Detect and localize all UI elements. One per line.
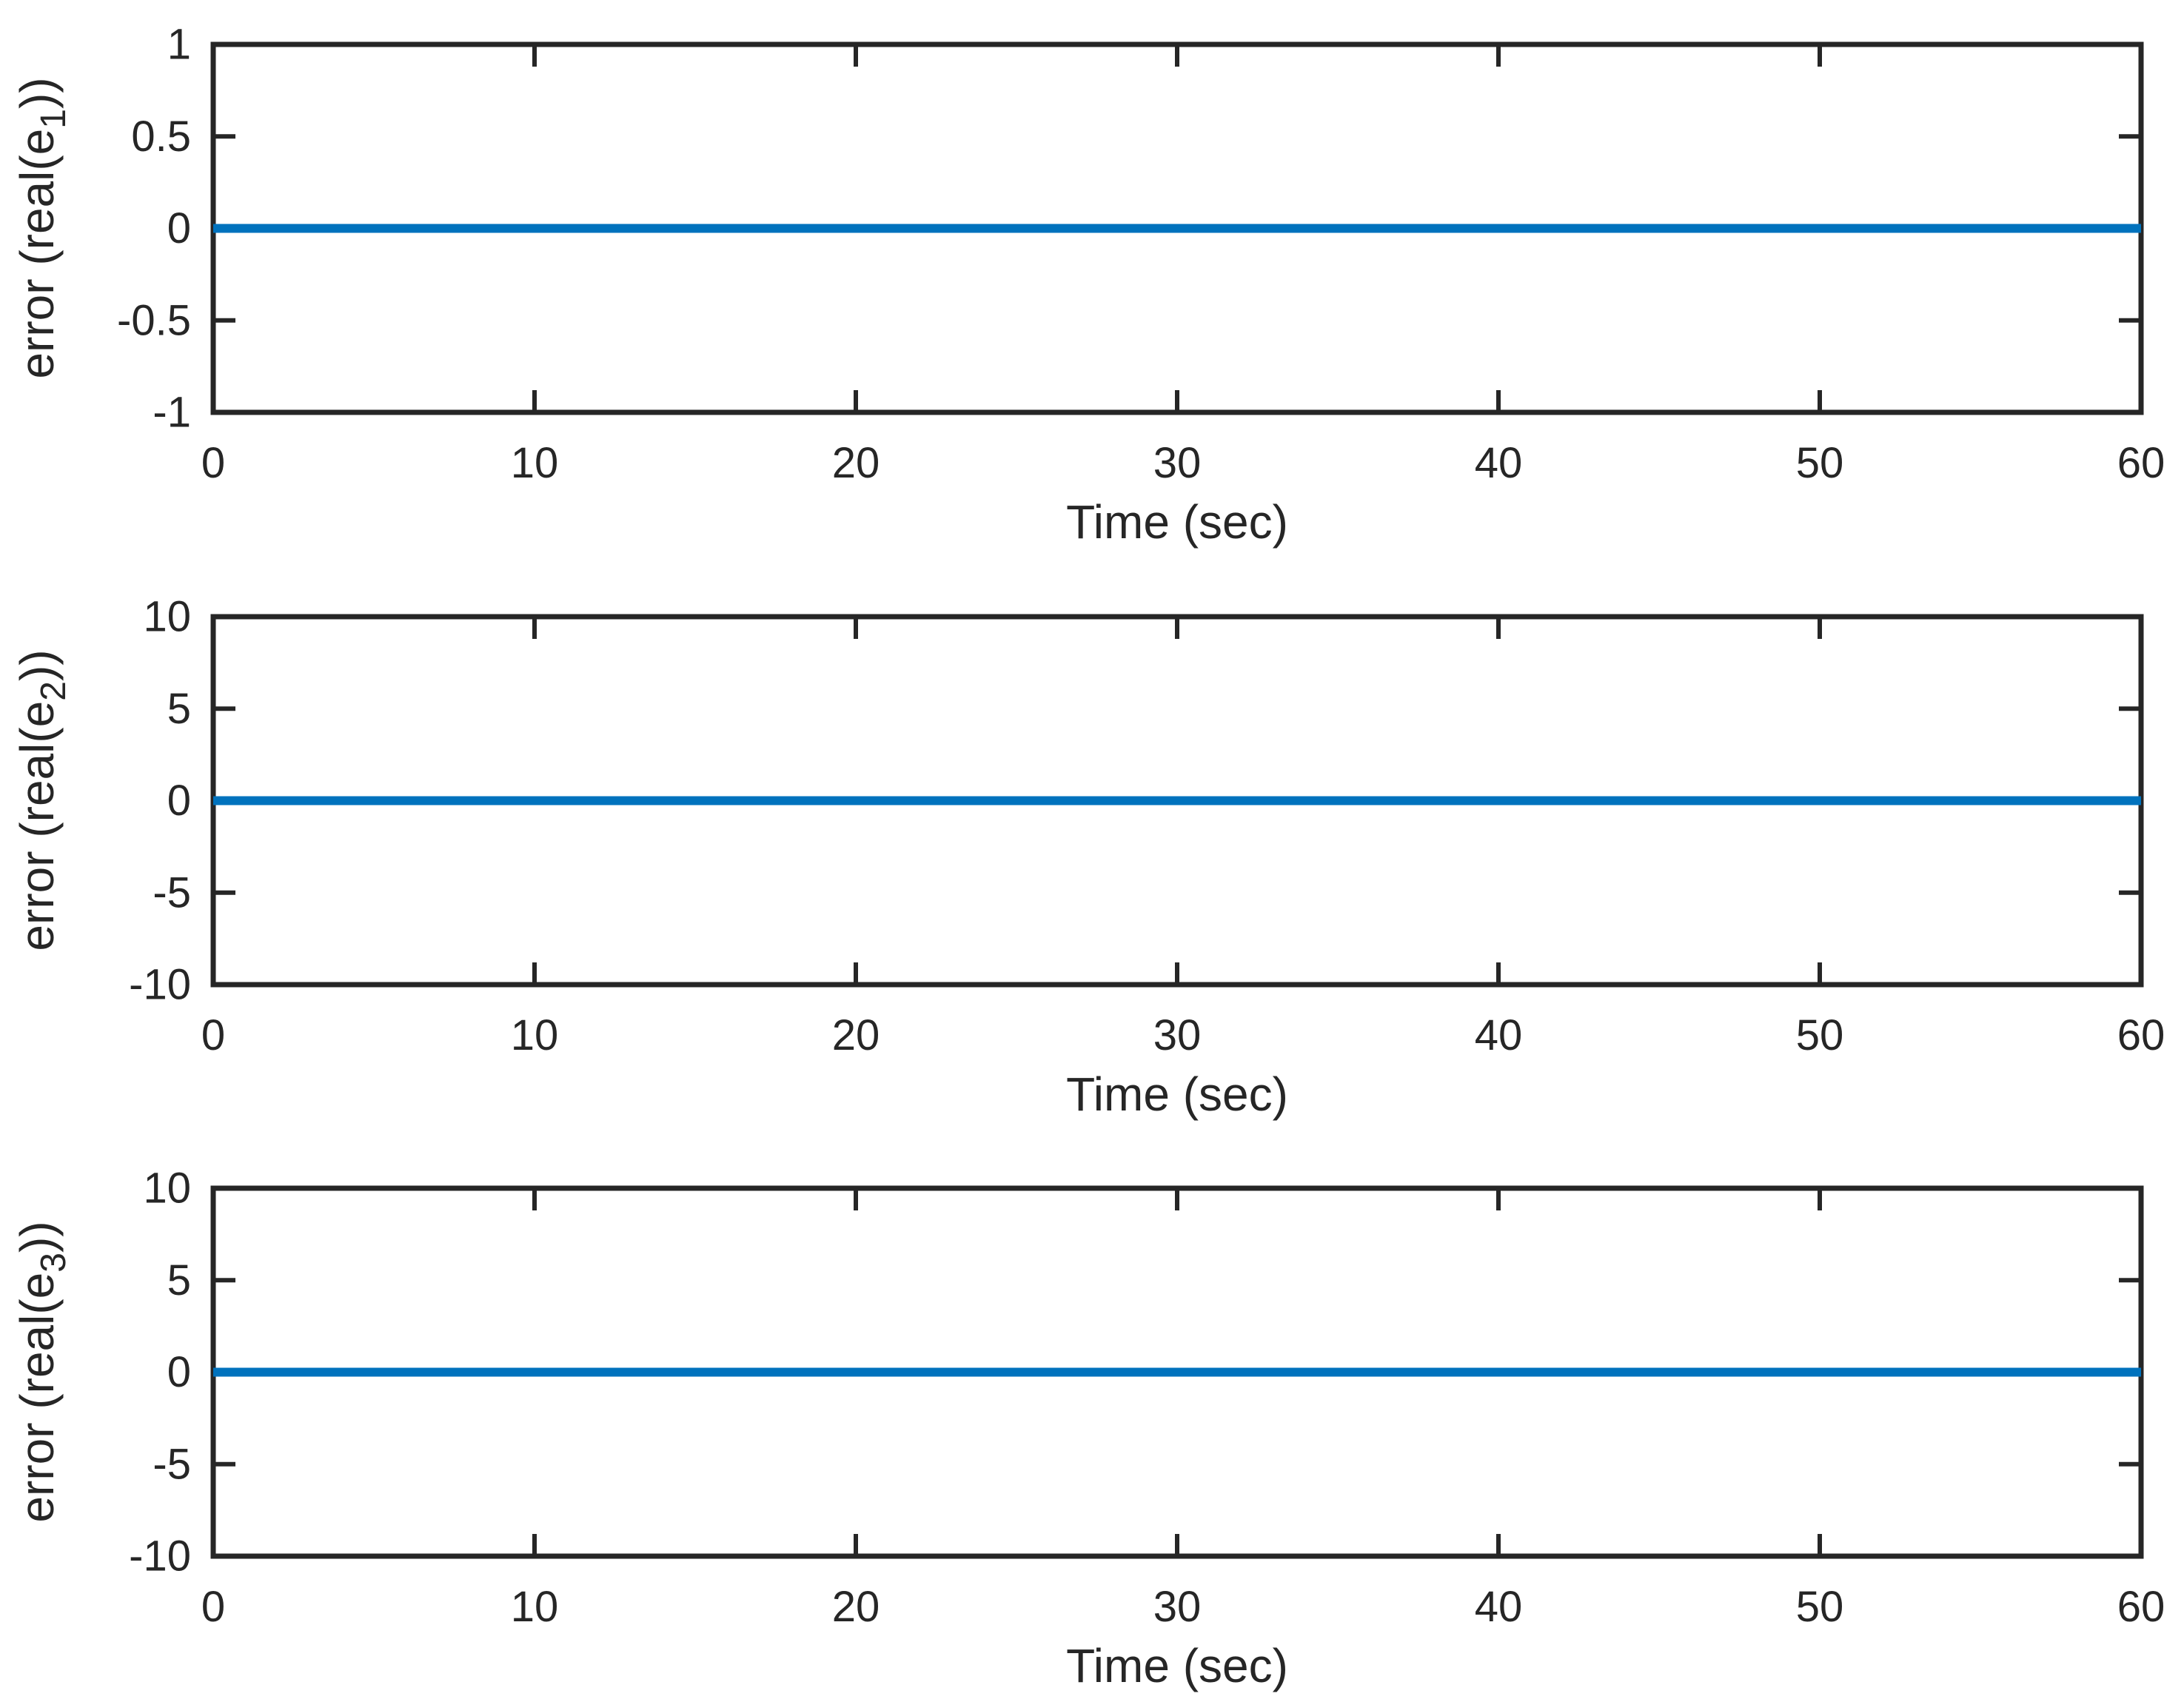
y-tick-label: -10 — [129, 961, 191, 1009]
axes-area-3: 0 10 20 30 40 50 60 -10 -5 0 5 10 — [129, 1165, 2165, 1632]
y-axis-label: error (real(e1)) — [10, 77, 73, 378]
x-tick-label: 30 — [1153, 1583, 1202, 1631]
axes-area-2: 0 10 20 30 40 50 60 -10 -5 0 5 10 — [129, 593, 2165, 1060]
x-tick-label: 10 — [511, 439, 559, 487]
x-axis-label: Time (sec) — [1066, 1068, 1288, 1121]
x-tick-label: 0 — [201, 439, 225, 487]
y-tick-label: 5 — [167, 1256, 191, 1304]
y-axis-label: error (real(e2)) — [10, 649, 73, 951]
x-tick-label: 60 — [2117, 439, 2165, 487]
y-tick-label: -5 — [153, 868, 191, 917]
y-axis-label: error (real(e3)) — [10, 1221, 73, 1522]
y-tick-label: -1 — [153, 389, 191, 437]
x-tick-label: 10 — [511, 1011, 559, 1059]
x-tick-label: 60 — [2117, 1583, 2165, 1631]
x-axis-label: Time (sec) — [1066, 495, 1288, 549]
y-tick-label: 10 — [143, 593, 191, 641]
x-tick-label: 40 — [1475, 1583, 1523, 1631]
y-tick-label: 0 — [167, 777, 191, 825]
x-tick-label: 50 — [1796, 1011, 1844, 1059]
x-tick-label: 50 — [1796, 439, 1844, 487]
y-tick-label: 0 — [167, 1348, 191, 1396]
x-tick-label: 30 — [1153, 1011, 1202, 1059]
x-tick-label: 40 — [1475, 439, 1523, 487]
x-tick-label: 20 — [832, 1583, 880, 1631]
subplot-3: 0 10 20 30 40 50 60 -10 -5 0 5 10 Time (sec) error … — [10, 1165, 2165, 1693]
y-tick-label: -0.5 — [117, 296, 191, 344]
axes-area-1: 0 10 20 30 40 50 60 -1 -0.5 0 0.5 1 — [117, 21, 2165, 488]
x-tick-label: 0 — [201, 1011, 225, 1059]
x-tick-label: 30 — [1153, 439, 1202, 487]
x-tick-label: 60 — [2117, 1011, 2165, 1059]
y-tick-label: 1 — [167, 21, 191, 69]
y-tick-label: 5 — [167, 685, 191, 733]
subplot-2: 0 10 20 30 40 50 60 -10 -5 0 5 10 Time (sec) error … — [10, 593, 2165, 1122]
y-tick-label: -5 — [153, 1440, 191, 1488]
x-tick-label: 50 — [1796, 1583, 1844, 1631]
x-tick-label: 20 — [832, 439, 880, 487]
subplot-1: 0 10 20 30 40 50 60 -1 -0.5 0 0.5 1 Time (sec) erro… — [10, 21, 2165, 549]
y-tick-label: 0 — [167, 204, 191, 252]
x-tick-label: 40 — [1475, 1011, 1523, 1059]
x-tick-label: 20 — [832, 1011, 880, 1059]
x-tick-label: 0 — [201, 1583, 225, 1631]
y-tick-label: 10 — [143, 1165, 191, 1213]
x-tick-label: 10 — [511, 1583, 559, 1631]
y-tick-label: 0.5 — [131, 113, 191, 161]
x-axis-label: Time (sec) — [1066, 1639, 1288, 1692]
y-tick-label: -10 — [129, 1532, 191, 1581]
